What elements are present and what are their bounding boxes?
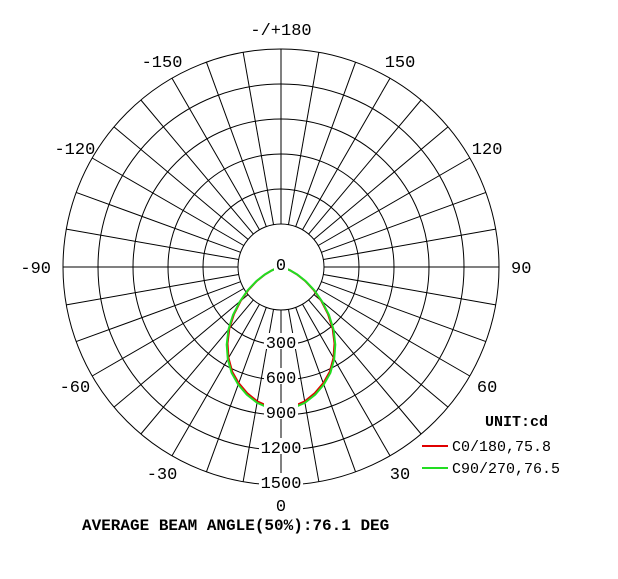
spoke-150: [302, 77, 391, 231]
spoke-120: [317, 157, 471, 246]
spoke-130: [313, 126, 449, 240]
radial-label: 300: [266, 335, 297, 354]
angle-label: -90: [20, 260, 51, 279]
angle-label: 60: [477, 379, 497, 398]
radial-label-bg: [264, 333, 298, 349]
spoke-240: [91, 157, 245, 246]
radial-label: 0: [276, 257, 286, 276]
spoke-340: [205, 307, 267, 473]
spoke-220: [140, 99, 254, 235]
unit-label: UNIT:cd: [485, 414, 548, 431]
legend-label-c0-180: C0/180,75.8: [452, 439, 551, 456]
spoke-290: [75, 281, 241, 343]
angle-label: -60: [60, 379, 91, 398]
radial-label-bg: [259, 438, 303, 454]
radial-label: 1200: [261, 440, 302, 459]
radial-label-bg: [274, 255, 288, 271]
spoke-300: [91, 288, 245, 377]
spoke-260: [66, 228, 239, 261]
spoke-250: [75, 191, 241, 253]
spoke-330: [171, 303, 260, 457]
spoke-30: [302, 303, 391, 457]
axis-labels: -/+1801501209060300-30-60-90-120-1500300…: [20, 22, 531, 517]
spoke-200: [205, 61, 267, 227]
spoke-210: [171, 77, 260, 231]
spoke-20: [295, 307, 357, 473]
spoke-170: [287, 52, 320, 225]
spoke-70: [321, 281, 487, 343]
radial-label: 600: [266, 370, 297, 389]
radial-label-bg: [264, 368, 298, 384]
angle-label: -30: [147, 466, 178, 485]
spoke-190: [242, 52, 275, 225]
legend: UNIT:cd C0/180,75.8 C90/270,76.5: [422, 414, 560, 478]
angle-label: -/+180: [250, 22, 311, 41]
radial-label: 1500: [261, 475, 302, 494]
spoke-140: [308, 99, 422, 235]
angle-label: -150: [142, 54, 183, 73]
angle-label: 90: [511, 260, 531, 279]
spoke-80: [323, 273, 496, 306]
spoke-320: [140, 299, 254, 435]
radial-label-bg: [264, 403, 298, 419]
radial-label-bg: [259, 473, 303, 489]
spoke-100: [323, 228, 496, 261]
spoke-230: [113, 126, 249, 240]
spoke-160: [295, 61, 357, 227]
spoke-50: [313, 294, 449, 408]
spoke-310: [113, 294, 249, 408]
beam-angle-caption: AVERAGE BEAM ANGLE(50%):76.1 DEG: [82, 517, 389, 535]
angle-label: 30: [390, 466, 410, 485]
angle-label: -120: [54, 141, 95, 160]
angle-label: 120: [472, 141, 503, 160]
spoke-60: [317, 288, 471, 377]
legend-label-c90-270: C90/270,76.5: [452, 461, 560, 478]
radial-label: 900: [266, 405, 297, 424]
angle-label: 150: [385, 54, 416, 73]
spoke-110: [321, 191, 487, 253]
angle-label: 0: [276, 498, 286, 517]
spoke-40: [308, 299, 422, 435]
spoke-280: [66, 273, 239, 306]
